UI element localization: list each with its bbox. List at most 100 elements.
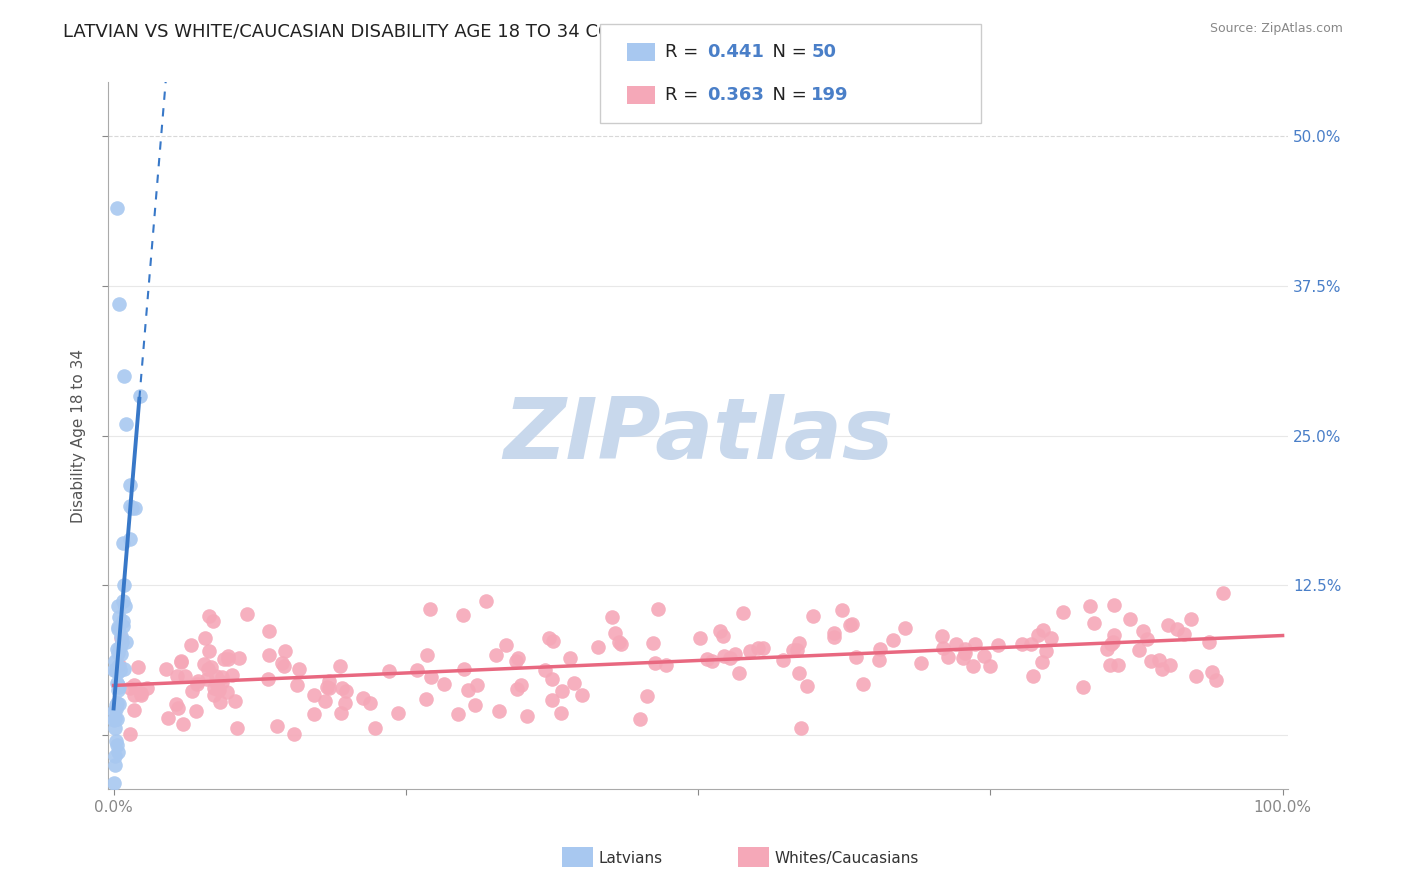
- Point: [174, 669, 197, 683]
- Text: Source: ZipAtlas.com: Source: ZipAtlas.com: [1209, 22, 1343, 36]
- Point: [271, 656, 294, 670]
- Point: [1180, 611, 1202, 625]
- Point: [845, 649, 868, 664]
- Point: [211, 675, 233, 690]
- Point: [111, 536, 134, 550]
- Point: [105, 641, 128, 656]
- Point: [208, 682, 231, 697]
- Point: [1156, 617, 1178, 632]
- Point: [796, 679, 818, 693]
- Point: [713, 649, 735, 664]
- Point: [415, 692, 437, 706]
- Point: [868, 653, 890, 667]
- Point: [1128, 642, 1150, 657]
- Point: [273, 644, 295, 658]
- Point: [1101, 635, 1123, 649]
- Point: [211, 670, 233, 684]
- Point: [266, 719, 288, 733]
- Point: [1147, 653, 1170, 667]
- Point: [108, 296, 131, 310]
- Point: [534, 663, 557, 677]
- Text: LATVIAN VS WHITE/CAUCASIAN DISABILITY AGE 18 TO 34 CORRELATION CHART: LATVIAN VS WHITE/CAUCASIAN DISABILITY AG…: [63, 22, 780, 40]
- Point: [831, 603, 853, 617]
- Text: Whites/Caucasians: Whites/Caucasians: [775, 851, 920, 865]
- Point: [932, 640, 955, 655]
- Point: [205, 669, 228, 683]
- Text: 0.363: 0.363: [707, 87, 763, 104]
- Point: [537, 632, 560, 646]
- Point: [724, 647, 747, 661]
- Point: [329, 706, 352, 720]
- Point: [236, 607, 259, 621]
- Point: [118, 681, 141, 696]
- Point: [112, 615, 135, 629]
- Point: [202, 681, 225, 695]
- Point: [1166, 622, 1188, 636]
- Point: [1078, 599, 1101, 614]
- Point: [564, 676, 586, 690]
- Point: [433, 677, 456, 691]
- Point: [155, 662, 177, 676]
- Point: [157, 711, 180, 725]
- Point: [111, 594, 134, 608]
- Point: [931, 629, 953, 643]
- Point: [955, 646, 977, 660]
- Point: [560, 651, 582, 665]
- Point: [221, 667, 243, 681]
- Point: [110, 632, 132, 646]
- Point: [359, 697, 381, 711]
- Point: [541, 692, 564, 706]
- Point: [1022, 669, 1045, 683]
- Point: [121, 500, 143, 515]
- Point: [506, 681, 529, 696]
- Point: [752, 641, 775, 656]
- Point: [910, 657, 932, 671]
- Point: [823, 626, 845, 640]
- Point: [186, 677, 208, 691]
- Point: [485, 648, 508, 662]
- Point: [104, 758, 127, 772]
- Point: [936, 649, 959, 664]
- Point: [495, 638, 517, 652]
- Point: [841, 616, 863, 631]
- Text: 50: 50: [811, 43, 837, 61]
- Point: [979, 658, 1001, 673]
- Point: [198, 609, 221, 624]
- Point: [201, 614, 224, 628]
- Point: [104, 721, 127, 735]
- Point: [1185, 668, 1208, 682]
- Point: [571, 688, 593, 702]
- Point: [112, 368, 135, 383]
- Point: [187, 674, 209, 689]
- Point: [105, 676, 128, 690]
- Point: [453, 661, 475, 675]
- Point: [610, 637, 633, 651]
- Point: [314, 694, 336, 708]
- Point: [644, 657, 666, 671]
- Point: [1099, 637, 1122, 651]
- Point: [605, 625, 627, 640]
- Point: [103, 704, 125, 718]
- Point: [104, 654, 127, 668]
- Point: [193, 657, 215, 672]
- Point: [194, 631, 217, 645]
- Point: [647, 602, 669, 616]
- Point: [107, 677, 129, 691]
- Point: [166, 669, 188, 683]
- Point: [1150, 662, 1173, 676]
- Point: [689, 631, 711, 645]
- Point: [285, 678, 308, 692]
- Point: [318, 681, 340, 695]
- Point: [1108, 658, 1130, 673]
- Point: [1040, 631, 1063, 645]
- Point: [105, 201, 128, 215]
- Point: [110, 647, 132, 661]
- Point: [1205, 673, 1227, 688]
- Text: ZIPatlas: ZIPatlas: [503, 394, 893, 477]
- Point: [104, 711, 127, 725]
- Point: [110, 635, 132, 649]
- Point: [1173, 627, 1195, 641]
- Point: [1032, 623, 1054, 637]
- Point: [643, 636, 665, 650]
- Point: [135, 681, 157, 696]
